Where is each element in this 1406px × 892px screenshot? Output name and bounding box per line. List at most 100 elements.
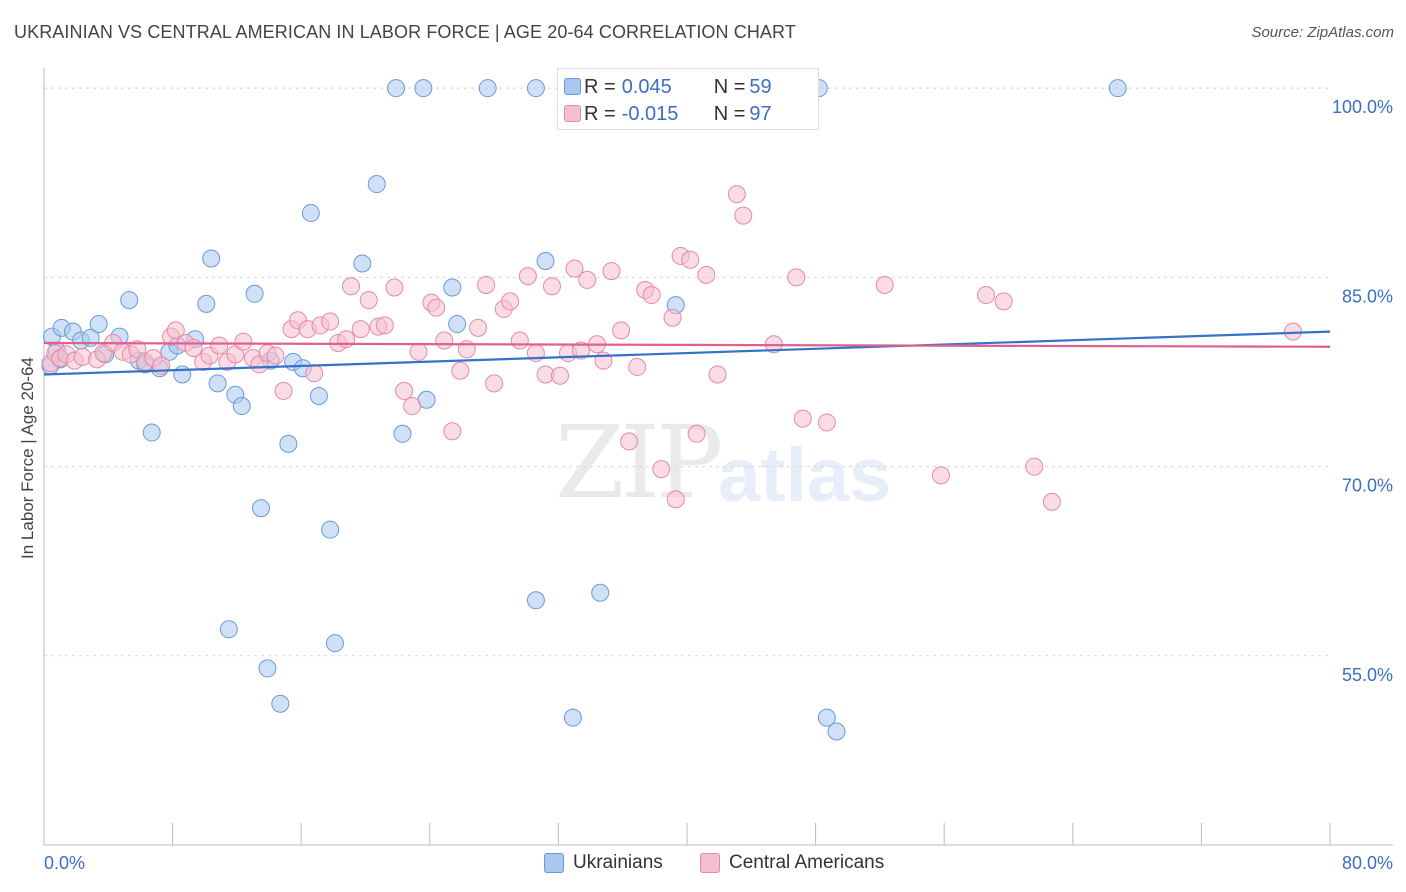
points-layer bbox=[41, 79, 1303, 741]
y-tick-label: 85.0% bbox=[1342, 286, 1393, 306]
central-americans-trend-line bbox=[43, 341, 1331, 348]
central-americans-legend-swatch-icon bbox=[700, 853, 720, 873]
central-american-point bbox=[210, 336, 229, 355]
r-value: 0.045 bbox=[621, 75, 672, 98]
y-tick-label: 100.0% bbox=[1332, 97, 1393, 117]
ukrainian-point bbox=[271, 694, 290, 713]
ukrainians-legend-swatch-icon bbox=[544, 853, 564, 873]
central-american-point bbox=[697, 265, 716, 284]
central-american-point bbox=[551, 366, 570, 385]
central-american-point bbox=[518, 267, 537, 286]
central-american-point bbox=[793, 409, 812, 428]
legend-item-central-americans[interactable]: Central Americans bbox=[700, 852, 884, 874]
ukrainian-point bbox=[1108, 79, 1127, 98]
central-american-point bbox=[1025, 457, 1044, 476]
legend-label: Central Americans bbox=[729, 852, 885, 873]
ukrainian-point bbox=[827, 722, 846, 741]
central-american-point bbox=[321, 312, 340, 331]
ukrainian-point bbox=[443, 278, 462, 297]
ukrainian-point bbox=[526, 79, 545, 98]
ukrainian-point bbox=[202, 249, 221, 268]
central-american-point bbox=[571, 341, 590, 360]
central-american-point bbox=[875, 275, 894, 294]
central-american-point bbox=[687, 424, 706, 443]
ukrainian-point bbox=[353, 254, 372, 273]
legend-item-ukrainians[interactable]: Ukrainians bbox=[544, 852, 663, 874]
grid-layer bbox=[44, 87, 1330, 657]
ukrainian-point bbox=[232, 397, 251, 416]
ukrainian-point bbox=[252, 499, 271, 518]
central-american-point bbox=[359, 291, 378, 310]
central-american-point bbox=[427, 298, 446, 317]
central-american-point bbox=[501, 292, 520, 311]
axis-layer bbox=[43, 68, 1393, 846]
r-value: -0.015 bbox=[621, 102, 679, 125]
ukrainian-point bbox=[526, 591, 545, 610]
central-american-point bbox=[510, 331, 529, 350]
y-tick-label: 55.0% bbox=[1342, 665, 1393, 685]
ukrainian-point bbox=[591, 583, 610, 602]
ukrainian-point bbox=[142, 423, 161, 442]
ukrainian-point bbox=[321, 520, 340, 539]
ukrainian-point bbox=[817, 708, 836, 727]
ukrainian-point bbox=[367, 175, 386, 194]
central-american-point bbox=[469, 318, 488, 337]
central-american-point bbox=[451, 361, 470, 380]
central-american-point bbox=[602, 262, 621, 281]
central-american-point bbox=[708, 365, 727, 384]
x-tick-label: 80.0% bbox=[1342, 853, 1393, 873]
central-american-point bbox=[409, 342, 428, 361]
central-american-point bbox=[681, 250, 700, 269]
ukrainian-point bbox=[536, 251, 555, 270]
central-american-point bbox=[351, 320, 370, 339]
ukrainian-point bbox=[393, 424, 412, 443]
central-american-point bbox=[817, 413, 836, 432]
watermark-zip: ZIP bbox=[555, 404, 723, 521]
stats-box: R = 0.045 N = 59 R = -0.015 N = 97 bbox=[557, 68, 819, 130]
watermark-atlas: atlas bbox=[718, 433, 892, 518]
central-american-point bbox=[666, 490, 685, 509]
ukrainian-point bbox=[245, 284, 264, 303]
central-american-point bbox=[663, 308, 682, 327]
n-value: 97 bbox=[749, 102, 772, 125]
ukrainian-point bbox=[258, 659, 277, 678]
central-american-point bbox=[612, 321, 631, 340]
central-american-point bbox=[128, 340, 147, 359]
ukrainian-point bbox=[414, 79, 433, 98]
central-american-point bbox=[337, 330, 356, 349]
central-american-point bbox=[976, 286, 995, 305]
ukrainian-point bbox=[197, 294, 216, 313]
central-american-point bbox=[385, 278, 404, 297]
ukrainian-point bbox=[563, 708, 582, 727]
central-american-point bbox=[931, 466, 950, 485]
central-american-point bbox=[234, 332, 253, 351]
central-american-point bbox=[642, 286, 661, 305]
central-americans-swatch-icon bbox=[564, 105, 581, 122]
central-american-point bbox=[620, 432, 639, 451]
n-label: N = bbox=[713, 75, 746, 98]
n-label: N = bbox=[713, 102, 746, 125]
r-label: R = bbox=[584, 102, 616, 125]
ukrainian-point bbox=[219, 620, 238, 639]
ukrainian-point bbox=[448, 315, 467, 334]
central-american-point bbox=[727, 185, 746, 204]
x-tick-label: 0.0% bbox=[44, 853, 85, 873]
central-american-point bbox=[578, 270, 597, 289]
central-american-point bbox=[485, 374, 504, 393]
central-american-point bbox=[403, 397, 422, 416]
source-label: Source: ZipAtlas.com bbox=[1251, 24, 1394, 41]
central-american-point bbox=[395, 381, 414, 400]
central-american-point bbox=[435, 331, 454, 350]
ukrainian-point bbox=[279, 434, 298, 453]
ukrainian-point bbox=[387, 79, 406, 98]
central-american-point bbox=[477, 275, 496, 294]
central-american-point bbox=[565, 259, 584, 278]
central-american-point bbox=[787, 268, 806, 287]
ukrainian-point bbox=[208, 374, 227, 393]
trend-layer bbox=[43, 330, 1331, 376]
stats-row-central-americans: R = -0.015 N = 97 bbox=[564, 100, 772, 128]
r-label: R = bbox=[584, 75, 616, 98]
ukrainians-swatch-icon bbox=[564, 78, 581, 95]
ukrainian-point bbox=[173, 365, 192, 384]
